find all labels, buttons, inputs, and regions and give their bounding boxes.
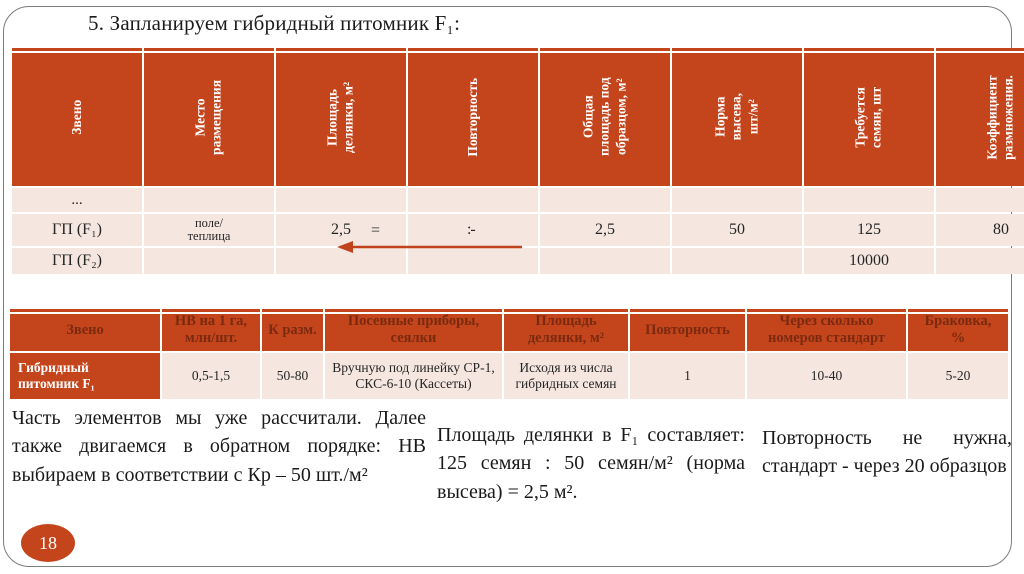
table1-row-gp-f1: ГП (F₁) поле/ теплица 2,5 - 2,5 50 125 8… [12, 214, 1024, 246]
table-cell: ... [12, 188, 142, 212]
calculation-arrow-icon [337, 241, 522, 253]
colon-sign: : [467, 221, 472, 238]
table1-header-row: Звено Место размещения Площадь делянки, … [12, 48, 1024, 186]
table-cell: 80 [936, 214, 1024, 246]
table-cell: 125 [804, 214, 934, 246]
table-cell [276, 248, 406, 274]
table-cell [540, 248, 670, 274]
norms-table: Звено НВ на 1 га, млн/шт. К разм. Посевн… [8, 307, 1010, 401]
table-cell: 50 [672, 214, 802, 246]
table-cell: 2,5 [540, 214, 670, 246]
table-cell: - [408, 214, 538, 246]
table2-header-cell: Через сколько номеров стандарт [747, 309, 906, 351]
table-cell [936, 188, 1024, 212]
table-cell: поле/ теплица [144, 214, 274, 246]
table-cell [540, 188, 670, 212]
note-plot-area: Площадь делянки в F₁ составляет: 125 сем… [437, 424, 745, 503]
table-cell: 5-20 [908, 353, 1008, 399]
page-number: 18 [39, 532, 57, 553]
table1-header-cell: Норма высева, шт/м² [672, 48, 802, 186]
table-cell: Вручную под линейку СР-1, СКС-6-10 (Касс… [325, 353, 502, 399]
table1-row-ellipsis: ... [12, 188, 1024, 212]
table2-header-cell: Площадь делянки, м² [504, 309, 628, 351]
table2-data-row: Гибридный питомник F₁ 0,5-1,5 50-80 Вруч… [10, 353, 1008, 399]
table-cell [276, 188, 406, 212]
table-cell [144, 248, 274, 274]
table-cell: ГП (F₁) [12, 214, 142, 246]
table-cell: 10-40 [747, 353, 906, 399]
table-cell: ГП (F₂) [12, 248, 142, 274]
table1-header-cell: Требуется семян, шт [804, 48, 934, 186]
table1-header-cell: Площадь делянки, м² [276, 48, 406, 186]
table1-header-cell: Общая площадь под образцом, м² [540, 48, 670, 186]
table1-header-cell: Повторность [408, 48, 538, 186]
table-cell [408, 248, 538, 274]
table-cell: Исходя из числа гибридных семян [504, 353, 628, 399]
table-cell [804, 188, 934, 212]
planning-table: Звено Место размещения Площадь делянки, … [10, 46, 1024, 276]
table-cell [936, 248, 1024, 274]
table-cell: 1 [630, 353, 745, 399]
table2-header-cell: Повторность [630, 309, 745, 351]
table2-header-row: Звено НВ на 1 га, млн/шт. К разм. Посевн… [10, 309, 1008, 351]
table2-header-cell: НВ на 1 га, млн/шт. [162, 309, 260, 351]
table1-header-cell: Место размещения [144, 48, 274, 186]
slide-title: 5. Запланируем гибридный питомник F₁: [88, 11, 461, 35]
table1-header-cell: Коэффициент размножения. [936, 48, 1024, 186]
table2-header-cell: К разм. [262, 309, 323, 351]
note-calculation-order: Часть элементов мы уже рассчитали. Далее… [12, 407, 426, 486]
table2-header-cell: Посевные приборы, сеялки [325, 309, 502, 351]
table-cell: 50-80 [262, 353, 323, 399]
table-cell [672, 188, 802, 212]
table-cell: 10000 [804, 248, 934, 274]
table-cell [144, 188, 274, 212]
page-number-badge: 18 [21, 524, 75, 562]
table-cell: 2,5 [276, 214, 406, 246]
note-repetition: Повторность не нужна, стандарт - через 2… [762, 427, 1012, 478]
table2-header-cell: Браковка, % [908, 309, 1008, 351]
table2-header-cell: Звено [10, 309, 160, 351]
row-label-cell: Гибридный питомник F₁ [10, 353, 160, 399]
table-cell [672, 248, 802, 274]
equals-sign: = [371, 222, 381, 239]
table-cell [408, 188, 538, 212]
table1-row-gp-f2: ГП (F₂) 10000 [12, 248, 1024, 274]
table1-header-cell: Звено [12, 48, 142, 186]
table-cell: 0,5-1,5 [162, 353, 260, 399]
